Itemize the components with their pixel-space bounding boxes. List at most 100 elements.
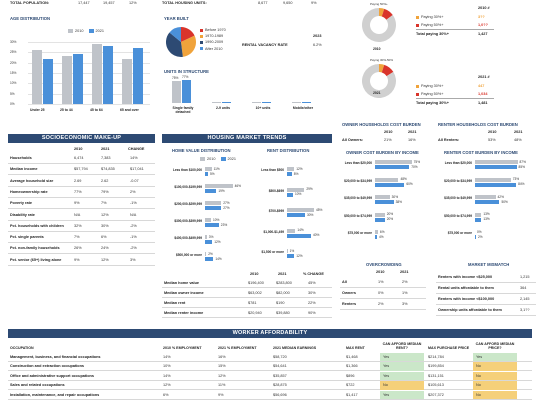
market-header: HOUSING MARKET TRENDS [162,134,332,143]
market-row-2021: $82,000 [276,291,290,295]
socio-row-label: Households [10,156,32,160]
worker-cell: $105,613 [428,383,444,387]
home-value-label-2010: 2% [208,251,213,256]
bot-paying-30-val: 447 [478,84,485,88]
socio-row: Median income $57,794 $74,835 $17,041 [8,164,155,176]
rent-category-label: $500-$699 [268,188,284,193]
can-afford-price-cell: No [473,390,517,399]
socio-row-2010: $57,794 [74,167,88,172]
market-row-2010: $196,400 [248,281,264,285]
vacancy-label: RENTAL VACANCY RATE [242,43,288,47]
worker-cell: $207,372 [428,392,444,397]
overcrowd-title: OVERCROWDING [366,262,402,267]
mismatch-row-value: 2,145 [520,297,530,301]
mismatch-row-label: Renters with income <$100,000 [438,297,495,301]
renter-all-label: All Renters: [438,138,460,142]
socio-row-2010: 6,474 [74,156,84,160]
age-y-tick: 5% [10,91,15,96]
socio-row-change: -2% [130,246,137,251]
socio-row-label: Pct. senior (65+) living alone [10,257,62,262]
home-value-label-2010: 46% [234,183,241,188]
top-total-label: Total paying 30%+ [416,32,449,36]
rent-label-2010: 29% [306,187,313,191]
home-value-category-label: $400,000-$499,999 [174,236,202,240]
overcrowd-row: Renters 2% 3% [340,299,426,310]
market-row-2010: $63,002 [248,291,262,295]
rent-bar-2021 [287,213,305,217]
rent-bar-2010 [287,187,305,192]
donut-panel: 2010 Paying 50%+ 2021 Paying 30%-50% 201… [338,0,538,122]
socio-row-2021: 6% [101,235,107,240]
socio-row: Disability rate N/A 12% N/A [8,210,155,221]
owner-burden-title: OWNER HOUSEHOLDS COST BURDEN [342,122,421,127]
rent-category-label: $1,000-$1,499 [263,229,284,234]
owner-burden-bar-2010 [375,230,378,234]
year-built-slice [181,27,195,42]
bot-paying-30-label: Paying 30%+ [421,84,444,88]
donut-bot-legend: Paying 30%+ 447 Paying 50%+ 1,034 Total pa… [416,82,494,107]
donut-segment [362,8,396,42]
age-bar-2010 [122,58,132,104]
year-built-slice [166,32,183,57]
owner-burden-bar-2021 [375,217,385,222]
rent-label-2021: 30% [307,212,314,217]
mismatch-row: Renters with income <$100,000 2,145 [436,294,536,305]
market-legend-2010-swatch [200,157,205,161]
age-bar-2021 [73,54,83,104]
units-structure-title: UNITS IN STRUCTURE [164,69,209,74]
worker-cell: $131,151 [428,373,444,378]
renter-income-title: RENTER COST BURDEN BY INCOME [444,150,518,155]
worker-cell: Installation, maintenance, and repair oc… [10,392,100,397]
socio-row: Pct. households with children 32% 30% -2% [8,221,155,232]
market-row-2021: $190 [276,301,285,305]
renter-burden-bar-2021 [475,165,517,169]
overcrowd-row-2010: 0% [378,291,384,295]
rent-label-2021: 12% [296,253,303,258]
units-bar-2010 [292,102,301,103]
units-bar-2010 [252,101,261,103]
home-value-bar-2021 [205,223,219,227]
owner-burden-label-2010: 75% [413,159,421,164]
owner-burden-label-2021: 4% [378,234,384,239]
donut-2010-center-label: 2010 [373,47,381,51]
donut-segment [381,8,393,20]
worker-row: Office and administrative support occupa… [8,371,532,381]
can-afford-rent-cell: Yes [380,362,424,371]
worker-cell: Office and administrative support occupa… [10,373,94,378]
home-value-category-label: $500,000 or more [175,253,202,257]
market-col-2010: 2010 [250,272,259,276]
legend-1990-2009: 1990-2009 [205,40,224,45]
socio-row-2010: 9% [74,201,80,206]
bot-paying-50-val: 1,034 [478,92,488,96]
legend-2021-swatch [88,29,94,33]
socio-row-2021: 12% [101,257,109,262]
owner-burden-bar-2021 [375,165,410,169]
legend-1990-2009-swatch [200,40,203,44]
socio-row-2010: 77% [74,189,82,194]
renter-burden-category-label: $35,000 to $49,999 [444,196,472,200]
worker-col-header: MAX PURCHASE PRICE [428,346,470,350]
age-y-tick: 0% [10,102,15,106]
rent-category-label: $700-$999 [268,209,284,213]
units-label-2010: 75% [172,75,179,80]
year-built-legend: Before 1970 1970-1989 1990-2009 After 20… [200,27,226,52]
market-row-label: Median renter income [164,311,204,315]
renter-burden-category-label: Less than $20,000 [444,161,472,165]
socio-table: 2010 2021 CHANGE Households 6,474 7,383 14%… [8,145,155,270]
owner-burden-label-2010: 30% [391,194,399,199]
socio-row-2021: 79% [101,189,109,194]
bot-paying-50-label: Paying 50%+ [421,92,444,96]
renter-burden-label-2021: 84% [518,182,525,186]
socio-row-change: 2% [130,189,136,194]
worker-cell: $54,641 [273,364,287,368]
overcrowd-row-2021: 1% [402,291,408,295]
legend-after-2010-swatch [200,47,203,51]
top-total-val: 1,427 [478,32,488,36]
legend-before-1970-swatch [200,28,203,32]
rent-bar-2010 [287,249,288,253]
owner-burden-bar-2010 [375,177,399,182]
socio-row-label: Pct. non-family households [10,246,60,251]
bot-total-label: Total paying 30%+ [416,101,449,105]
home-value-label-2021: 14% [215,256,222,261]
can-afford-rent-cell: Yes [380,371,424,380]
